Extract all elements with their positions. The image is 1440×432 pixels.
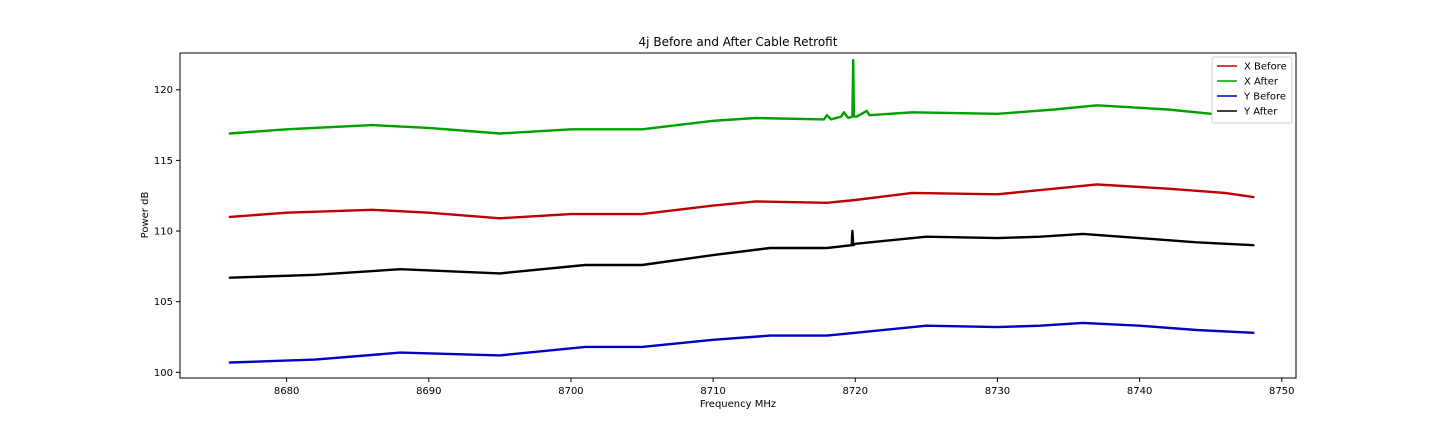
series-line-2 [228,58,1255,135]
x-tick-label-3: 8700 [558,386,583,397]
x-tick-label-7: 8740 [1127,386,1152,397]
y-tick-label-5: 120 [154,85,173,96]
legend-label-4: Y After [1243,107,1278,118]
x-tick-label-1: 8680 [274,386,299,397]
legend-label-1: X Before [1244,62,1287,73]
plot-area [228,58,1255,364]
y-axis-label: Power dB [140,192,151,239]
x-axis-label: Frequency MHz [700,399,776,410]
chart-title: 4j Before and After Cable Retrofit [639,35,838,49]
x-tick-label-2: 8690 [416,386,441,397]
x-tick-label-6: 8730 [985,386,1010,397]
y-tick-label-1: 100 [154,368,173,379]
series-line-1 [228,183,1255,220]
x-tick-label-4: 8710 [700,386,725,397]
y-tick-label-2: 105 [154,297,173,308]
legend-box [1211,56,1293,124]
x-tick-label-8: 8750 [1269,386,1294,397]
legend-label-2: X After [1244,77,1279,88]
legend: X Before X After Y Before Y After [1211,56,1293,124]
y-tick-label-3: 110 [154,227,173,238]
x-tick-label-5: 8720 [843,386,868,397]
series-line-3 [228,321,1255,364]
plot-frame [179,52,1297,379]
legend-label-3: Y Before [1243,92,1286,103]
series-line-4 [228,229,1255,279]
y-tick-label-4: 115 [154,156,173,167]
axis-ticks: 8680 8690 8700 8710 8720 8730 8740 8750 100 105 11… [154,85,1295,397]
